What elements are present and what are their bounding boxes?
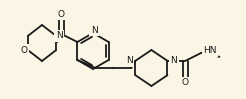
Text: O: O bbox=[20, 46, 28, 55]
Text: O: O bbox=[58, 10, 65, 19]
Text: N: N bbox=[126, 56, 132, 65]
Text: HN: HN bbox=[203, 46, 217, 55]
Text: O: O bbox=[182, 78, 189, 87]
Text: N: N bbox=[56, 31, 62, 40]
Text: N: N bbox=[91, 26, 97, 34]
Text: N: N bbox=[170, 56, 177, 65]
